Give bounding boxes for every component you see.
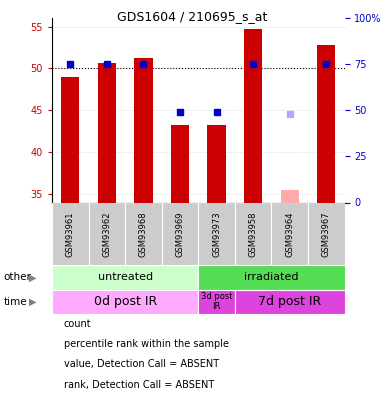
Bar xyxy=(317,45,335,202)
Bar xyxy=(61,77,79,202)
Text: GSM93964: GSM93964 xyxy=(285,211,294,257)
Text: value, Detection Call = ABSENT: value, Detection Call = ABSENT xyxy=(64,360,219,369)
Bar xyxy=(52,202,89,265)
Text: count: count xyxy=(64,319,91,329)
Text: irradiated: irradiated xyxy=(244,273,299,282)
Bar xyxy=(198,290,235,314)
Text: percentile rank within the sample: percentile rank within the sample xyxy=(64,339,229,349)
Text: GSM93968: GSM93968 xyxy=(139,211,148,257)
Bar xyxy=(198,202,235,265)
Text: GSM93969: GSM93969 xyxy=(176,211,184,257)
Text: time: time xyxy=(4,297,27,307)
Bar xyxy=(52,290,198,314)
Text: GSM93967: GSM93967 xyxy=(322,211,331,257)
Bar xyxy=(98,63,116,202)
Text: untreated: untreated xyxy=(97,273,153,282)
Text: GSM93973: GSM93973 xyxy=(212,211,221,257)
Text: GSM93962: GSM93962 xyxy=(102,211,111,257)
Text: other: other xyxy=(4,273,32,282)
Bar xyxy=(134,58,152,202)
Bar xyxy=(235,290,345,314)
Bar xyxy=(162,202,198,265)
Text: GSM93961: GSM93961 xyxy=(66,211,75,257)
Text: 7d post IR: 7d post IR xyxy=(258,295,321,308)
Text: GDS1604 / 210695_s_at: GDS1604 / 210695_s_at xyxy=(117,10,268,23)
Bar xyxy=(208,125,226,202)
Bar xyxy=(89,202,125,265)
Text: 0d post IR: 0d post IR xyxy=(94,295,157,308)
Bar xyxy=(281,190,299,202)
Text: GSM93958: GSM93958 xyxy=(249,211,258,257)
Bar xyxy=(171,125,189,202)
Bar xyxy=(125,202,162,265)
Bar xyxy=(244,29,262,202)
Text: ▶: ▶ xyxy=(29,297,37,307)
Text: ▶: ▶ xyxy=(29,273,37,282)
Bar xyxy=(52,265,198,290)
Bar xyxy=(271,202,308,265)
Text: rank, Detection Call = ABSENT: rank, Detection Call = ABSENT xyxy=(64,380,214,390)
Bar xyxy=(198,265,345,290)
Bar xyxy=(235,202,271,265)
Bar xyxy=(308,202,345,265)
Text: 3d post
IR: 3d post IR xyxy=(201,292,232,311)
